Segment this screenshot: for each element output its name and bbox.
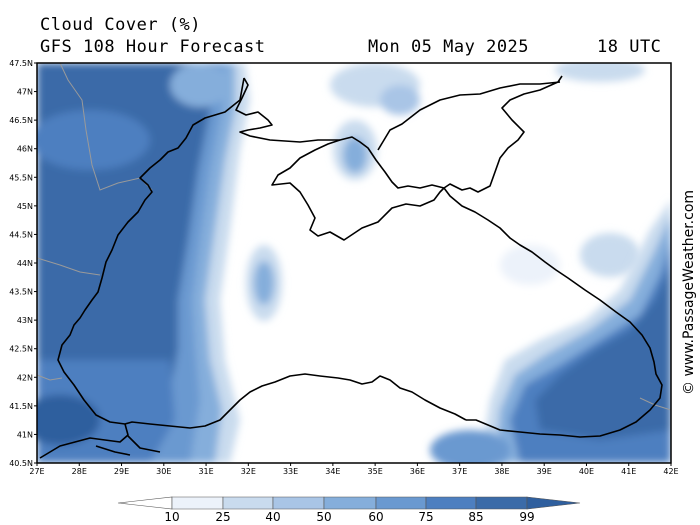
lon-tick-label: 35E (368, 467, 383, 476)
lon-tick-label: 33E (283, 467, 298, 476)
lat-tick-label: 47.5N (9, 59, 33, 68)
lat-tick-label: 44.5N (9, 230, 33, 239)
colorbar-swatch (117, 496, 173, 510)
colorbar-label: 85 (468, 510, 483, 524)
lat-tick-label: 46N (17, 145, 33, 154)
lon-tick-label: 31E (198, 467, 213, 476)
country-borders (37, 63, 671, 411)
lon-tick-label: 42E (663, 467, 678, 476)
colorbar-swatch (323, 496, 377, 510)
lat-tick-label: 46.5N (9, 116, 33, 125)
lon-tick-label: 40E (579, 467, 594, 476)
lat-tick-label: 41.5N (9, 402, 33, 411)
colorbar-swatch (526, 496, 581, 510)
colorbar-swatch (222, 496, 274, 510)
colorbar-label: 40 (265, 510, 280, 524)
lat-tick-label: 43.5N (9, 288, 33, 297)
lon-tick-label: 38E (494, 467, 509, 476)
lat-tick-label: 40.5N (9, 459, 33, 468)
lat-tick-label: 41N (17, 430, 33, 439)
lon-tick-label: 39E (537, 467, 552, 476)
lat-tick-label: 45N (17, 202, 33, 211)
lat-tick-label: 47N (17, 88, 33, 97)
colorbar-swatch (272, 496, 325, 510)
axis-ticks: 27E 28E 29E 30E 31E 32E 33E 34E 35E 36E 37E 38E 39E 4… (9, 59, 678, 476)
lat-tick-label: 45.5N (9, 173, 33, 182)
colorbar-swatch (425, 496, 477, 510)
forecast-subtitle: GFS 108 Hour Forecast (40, 37, 266, 57)
colorbar-label: 10 (164, 510, 179, 524)
colorbar-swatch (475, 496, 528, 510)
colorbar-label: 60 (368, 510, 383, 524)
lat-tick-label: 42N (17, 373, 33, 382)
colorbar-label: 99 (519, 510, 534, 524)
colorbar-swatch (375, 496, 427, 510)
colorbar-swatch (171, 496, 224, 510)
lon-tick-label: 37E (452, 467, 467, 476)
lat-tick-label: 44N (17, 259, 33, 268)
black-sea-coastline (39, 75, 663, 459)
lon-tick-label: 32E (241, 467, 256, 476)
lat-tick-label: 43N (17, 316, 33, 325)
lon-tick-label: 29E (114, 467, 129, 476)
lon-tick-label: 28E (72, 467, 87, 476)
lon-tick-label: 41E (621, 467, 636, 476)
lat-tick-label: 42.5N (9, 345, 33, 354)
lon-tick-label: 30E (156, 467, 171, 476)
colorbar-label: 50 (316, 510, 331, 524)
lon-tick-label: 36E (410, 467, 425, 476)
chart-title: Cloud Cover (%) (40, 15, 202, 35)
forecast-date: Mon 05 May 2025 (368, 37, 530, 57)
colorbar-legend: 10 25 40 50 60 75 85 99 (117, 496, 581, 524)
copyright-credit: © www.PassageWeather.com (681, 189, 697, 395)
lon-tick-label: 27E (29, 467, 44, 476)
forecast-time: 18 UTC (597, 37, 662, 57)
colorbar-label: 75 (418, 510, 433, 524)
lon-tick-label: 34E (325, 467, 340, 476)
colorbar-label: 25 (215, 510, 230, 524)
cloud-layer (37, 63, 671, 463)
